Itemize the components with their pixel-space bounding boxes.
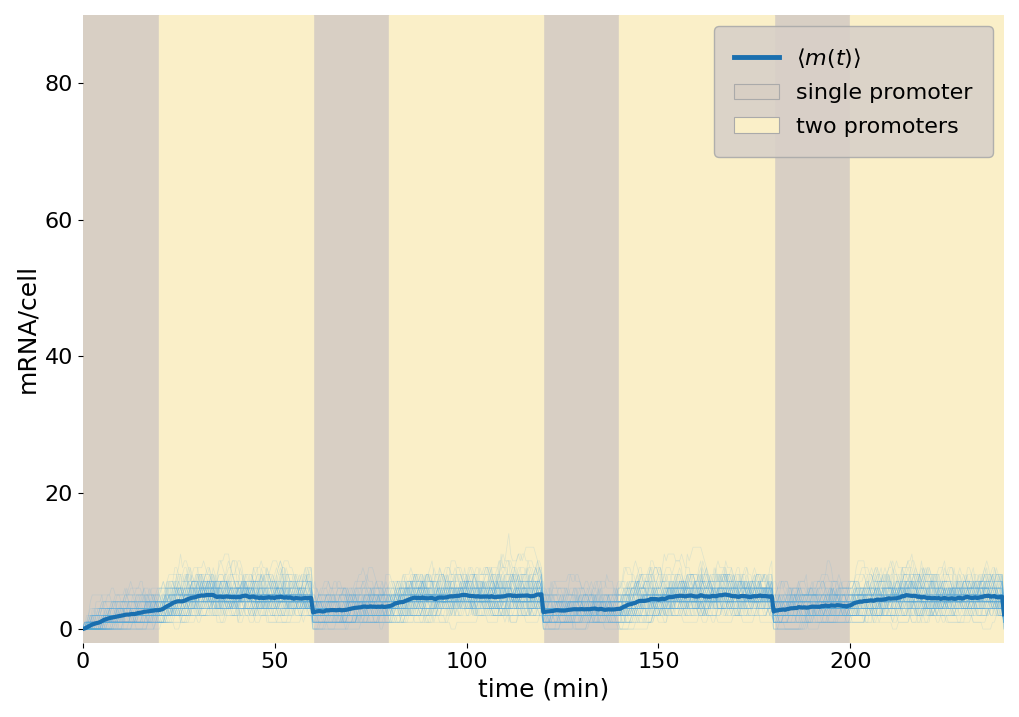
Bar [83, 15, 159, 642]
Bar [159, 15, 313, 642]
X-axis label: time (min): time (min) [478, 678, 609, 702]
Bar [620, 15, 773, 642]
Bar [313, 15, 389, 642]
Bar [773, 15, 850, 642]
Bar [850, 15, 1004, 642]
Y-axis label: mRNA/cell: mRNA/cell [15, 265, 39, 394]
Bar [543, 15, 620, 642]
Bar [389, 15, 543, 642]
Legend: $\langle m(t) \rangle$, single promoter, two promoters: $\langle m(t) \rangle$, single promoter,… [714, 26, 993, 157]
